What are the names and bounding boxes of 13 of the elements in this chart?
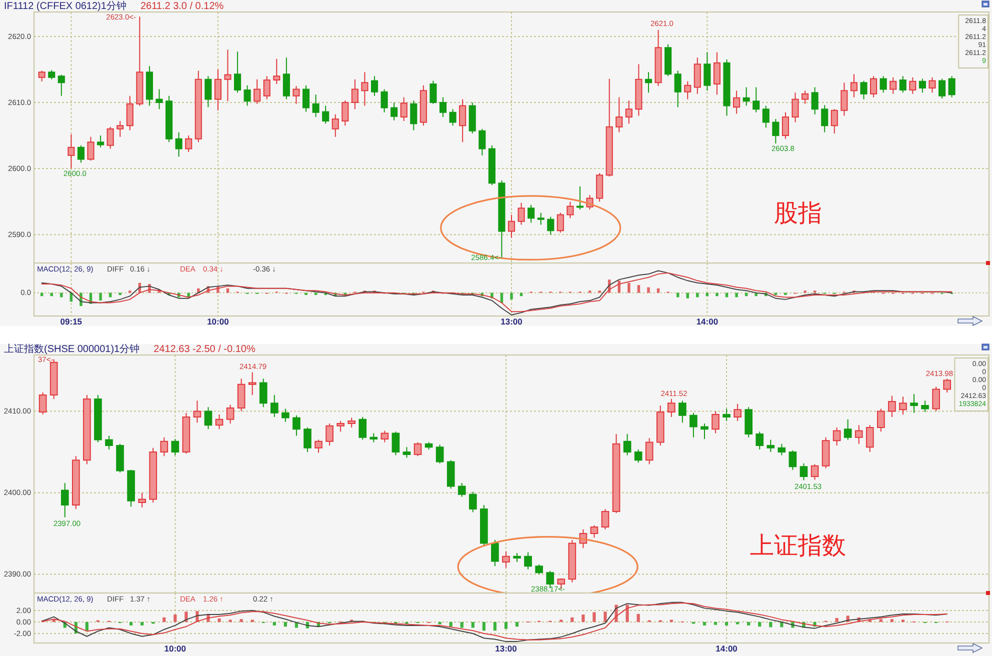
x-tick-label: 10:00 <box>207 316 230 326</box>
chart-subtitle: 2611.2 3.0 / 0.12% <box>140 1 224 12</box>
chart-title: 上证指数(SHSE 000001)1分钟 <box>4 343 140 355</box>
x-tick-label: 14:00 <box>696 316 718 326</box>
annotation: 股指 <box>774 200 822 227</box>
chart-subtitle: 2412.63 -2.50 / -0.10% <box>154 344 256 355</box>
x-tick-label: 13:00 <box>500 316 523 326</box>
annotation: 上证指数 <box>750 532 846 560</box>
x-tick-label: 10:00 <box>164 644 186 654</box>
x-tick-label: 09:15 <box>60 316 82 326</box>
x-tick-label: 13:00 <box>495 644 518 654</box>
x-tick-label: 14:00 <box>716 644 738 654</box>
chart-title: IF1112 (CFFEX 0612)1分钟 <box>4 0 126 12</box>
